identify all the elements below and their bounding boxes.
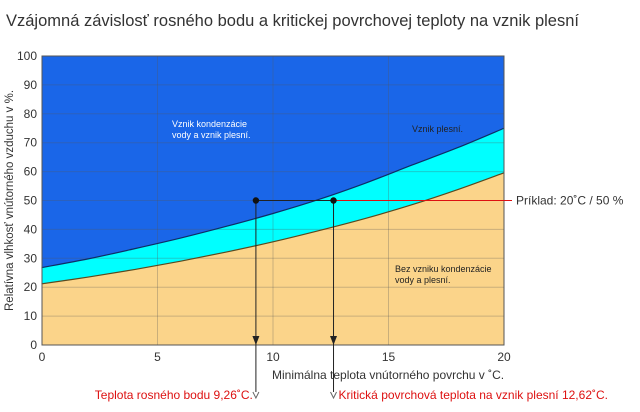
x-tick-label: 0 xyxy=(39,350,46,364)
x-tick-label: 5 xyxy=(154,350,161,364)
chart-title: Vzájomná závislosť rosného bodu a kritic… xyxy=(6,12,579,30)
y-axis-label: Relatívna vlhkosť vnútorného vzduchu v %… xyxy=(4,90,16,311)
y-tick-label: 30 xyxy=(24,251,38,265)
y-tick-label: 100 xyxy=(17,49,37,63)
y-tick-label: 70 xyxy=(24,136,38,150)
y-tick-label: 20 xyxy=(24,280,38,294)
plot-area xyxy=(42,56,504,345)
critical-temp-arrowhead xyxy=(330,336,338,345)
safe-zone xyxy=(42,172,504,345)
y-tick-label: 50 xyxy=(24,194,38,208)
mold-zone-label: Vznik plesní. xyxy=(412,124,463,134)
safe-zone-label: Bez vzniku kondenzácie xyxy=(395,264,492,274)
dew-point-down-arrow xyxy=(252,391,260,400)
y-tick-label: 10 xyxy=(24,309,38,323)
dew-point-marker xyxy=(252,197,260,204)
y-tick-label: 80 xyxy=(24,107,38,121)
x-tick-label: 20 xyxy=(497,350,511,364)
critical-temp-label: Kritická povrchová teplota na vznik ples… xyxy=(339,388,608,402)
x-axis-label: Minimálna teplota vnútorného povrchu v ˚… xyxy=(272,368,504,382)
condensation-zone xyxy=(42,56,504,268)
x-tick-label: 15 xyxy=(382,350,396,364)
critical-temp-marker xyxy=(330,197,337,204)
dew-point-arrowhead xyxy=(252,336,260,345)
y-tick-label: 40 xyxy=(24,222,38,236)
x-tick-label: 10 xyxy=(266,350,280,364)
y-tick-label: 0 xyxy=(30,338,37,352)
mold-zone xyxy=(42,128,504,284)
condensation-zone-label: Vznik kondenzácie xyxy=(172,119,247,129)
condensation-zone-label: vody a vznik plesní. xyxy=(172,130,251,140)
safe-zone-label: vody a plesní. xyxy=(395,275,451,285)
example-label: Príklad: 20˚C / 50 % xyxy=(516,194,624,208)
dew-point-label: Teplota rosného bodu 9,26˚C. xyxy=(95,388,253,402)
critical-temp-down-arrow xyxy=(330,391,337,400)
condensation-boundary-curve xyxy=(41,127,505,269)
y-tick-label: 60 xyxy=(24,165,38,179)
y-tick-label: 90 xyxy=(24,78,38,92)
